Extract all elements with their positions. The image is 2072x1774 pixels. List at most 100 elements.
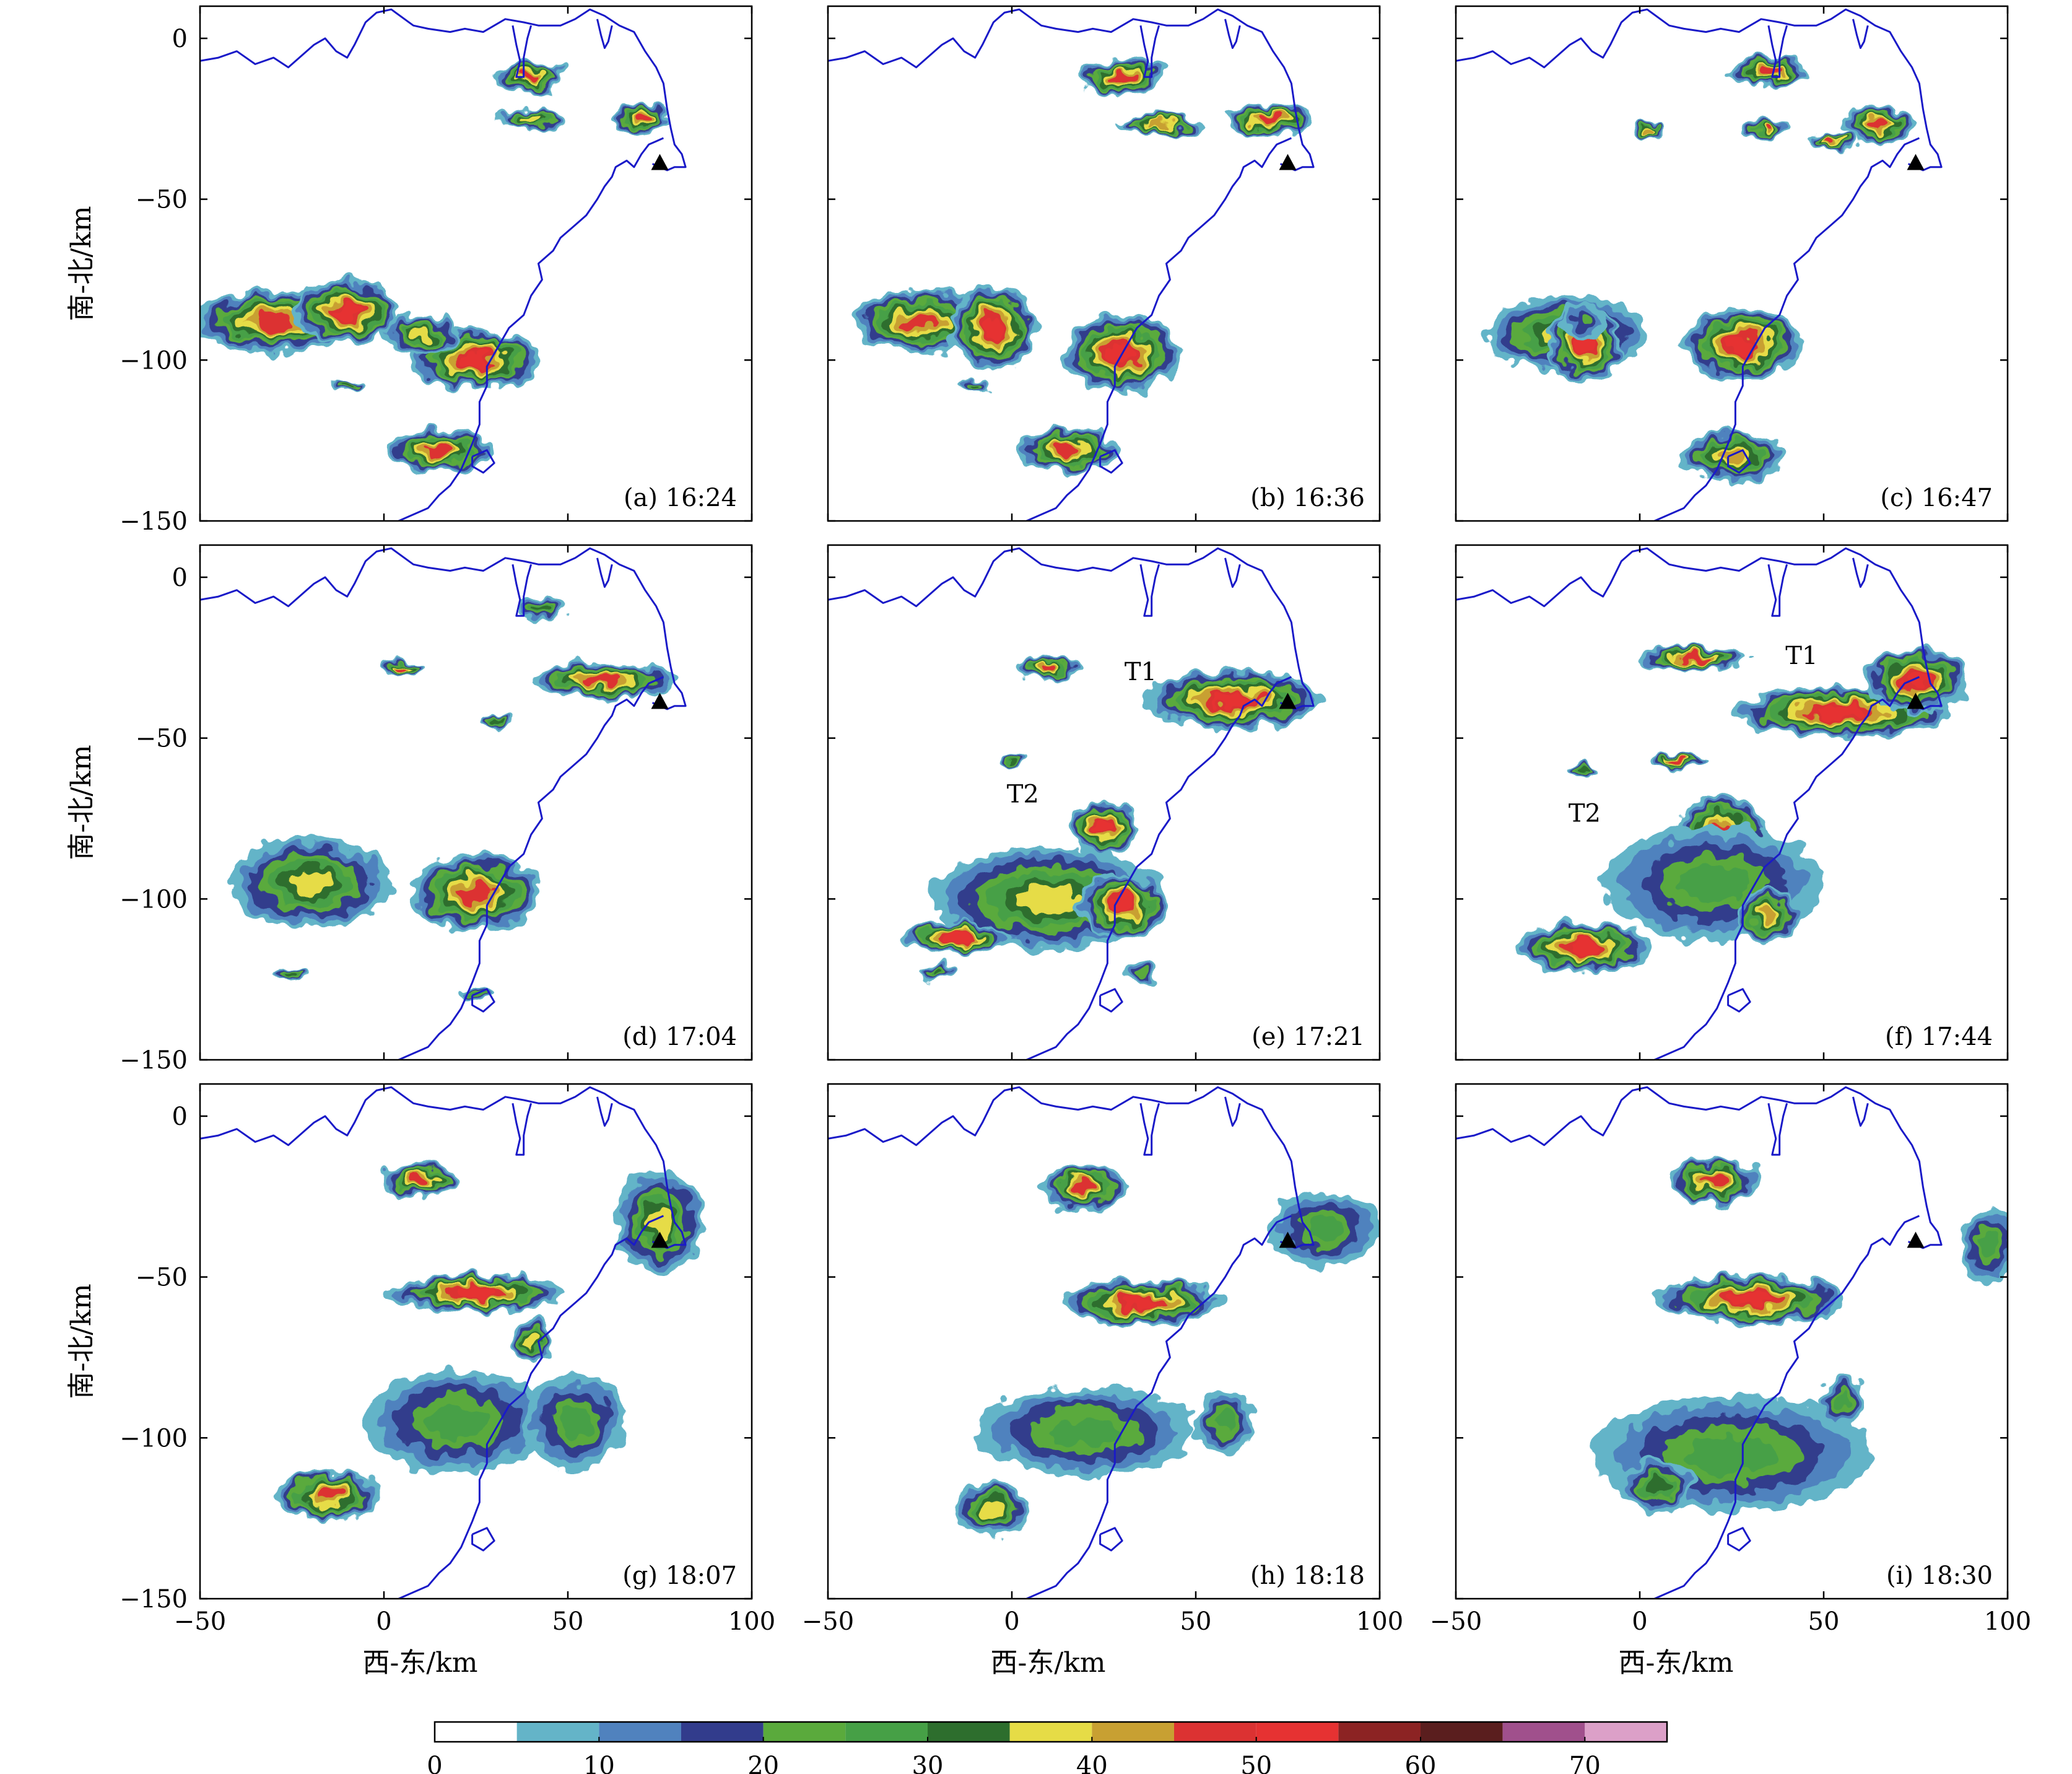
echo-cell <box>534 605 550 613</box>
coastline <box>511 564 533 617</box>
coastline <box>1456 1086 1943 1249</box>
echo-cell <box>521 116 541 122</box>
coastline <box>1026 137 1292 521</box>
echo-cell <box>634 115 649 123</box>
echo-cell <box>1718 450 1745 463</box>
coastline <box>200 547 687 710</box>
echo-cell <box>1647 126 1655 131</box>
colorbar-frame <box>433 1721 1668 1743</box>
echo-cell <box>1041 664 1056 671</box>
echo-cell <box>1569 941 1601 953</box>
echo-cell <box>1016 885 1081 913</box>
coastline <box>1852 19 1869 49</box>
coastline <box>828 1086 1315 1249</box>
echo-cell <box>342 383 352 388</box>
echo-cell <box>1763 125 1774 132</box>
echo-cell <box>1135 968 1146 978</box>
echo-cell <box>286 971 298 975</box>
y-tick-label: −50 <box>136 186 188 214</box>
y-tick-label: 0 <box>172 1103 188 1131</box>
coastline <box>471 988 495 1013</box>
echo-cell <box>648 1208 672 1236</box>
echo-cell <box>316 1489 342 1502</box>
reflectivity-field <box>1485 54 1916 483</box>
reflectivity-field <box>277 1161 704 1522</box>
colorbar-tick-label: 60 <box>1405 1752 1437 1774</box>
echo-cell <box>1258 115 1281 123</box>
panel-label: (i) 18:30 <box>1886 1562 1993 1590</box>
coastline <box>1654 676 1920 1060</box>
plot-frame <box>827 1083 1381 1600</box>
radar-panel: (f) 17:44 T1 T2 <box>1455 544 2009 1061</box>
echo-cell <box>903 313 936 330</box>
coastline <box>200 8 687 172</box>
x-tick-label: 0 <box>376 1607 391 1636</box>
colorbar-segment <box>763 1722 846 1742</box>
reflectivity-field <box>200 61 671 473</box>
coastline <box>1099 988 1123 1013</box>
radar-panel: (b) 16:36 <box>827 5 1381 522</box>
colorbar-segment <box>1338 1722 1421 1742</box>
echo-cell <box>1816 706 1868 719</box>
echo-cell <box>411 329 431 340</box>
colorbar-segment <box>599 1722 681 1742</box>
echo-cell <box>1211 693 1253 707</box>
radar-station-marker <box>651 693 669 709</box>
coastline <box>1099 1527 1123 1552</box>
plot-frame <box>199 544 753 1061</box>
reflectivity-field <box>1518 645 1967 973</box>
echo-cell <box>427 1405 489 1438</box>
echo-cell <box>1702 1174 1725 1186</box>
storm-annotation: T2 <box>1007 780 1039 809</box>
echo-cell <box>1008 758 1016 763</box>
echo-cell <box>1074 1181 1097 1193</box>
plot-frame <box>1455 544 2009 1061</box>
x-tick-label: 50 <box>1180 1607 1212 1636</box>
echo-cell <box>411 1176 430 1186</box>
coastline <box>1224 1096 1241 1127</box>
colorbar: 0 10 20 30 40 50 60 70 <box>427 1721 1668 1774</box>
coastline <box>1224 557 1241 588</box>
echo-cell <box>1121 1297 1160 1308</box>
echo-cell <box>586 675 623 685</box>
y-tick-label: −100 <box>120 1424 188 1453</box>
radar-station-marker <box>651 1231 669 1248</box>
radar-panel: −50 0 50 100 西-东/km (h) 18:18 <box>802 1083 1403 1679</box>
echo-cell <box>1826 139 1837 144</box>
coastline <box>1767 1103 1788 1156</box>
echo-cell <box>1647 1479 1669 1494</box>
panel-label: (g) 18:07 <box>622 1562 737 1590</box>
echo-cell <box>1727 1293 1773 1306</box>
coastline <box>1767 564 1788 617</box>
x-tick-label: 50 <box>552 1607 584 1636</box>
radar-station-marker <box>651 154 669 170</box>
coastline <box>1026 1215 1292 1599</box>
colorbar-segment <box>435 1722 517 1742</box>
reflectivity-field <box>956 1164 1380 1538</box>
y-axis-label: 南-北/km <box>66 1283 97 1399</box>
echo-cell <box>1095 822 1113 834</box>
echo-cell <box>288 870 333 896</box>
coastline <box>511 25 533 78</box>
x-tick-label: −50 <box>1430 1607 1482 1636</box>
reflectivity-field <box>901 654 1321 986</box>
radar-station-marker <box>1279 693 1297 709</box>
colorbar-tick-label: 70 <box>1569 1752 1601 1774</box>
colorbar-segment <box>681 1722 764 1742</box>
plot-frame <box>827 5 1381 522</box>
plot-background <box>828 545 1380 1060</box>
radar-panel: (e) 17:21 T1 T2 <box>827 544 1381 1061</box>
radar-panel: 0 −50 −100 −150 南-北/km (a) 16:24 <box>66 5 753 536</box>
coastline <box>1456 8 1943 172</box>
coastline <box>1767 25 1788 78</box>
echo-cell <box>1307 1216 1343 1241</box>
panel-label: (e) 17:21 <box>1251 1023 1365 1051</box>
colorbar-segment <box>516 1722 599 1742</box>
reflectivity-field <box>1591 1158 2008 1512</box>
echo-cell <box>525 1336 538 1347</box>
coastline <box>398 1215 664 1599</box>
panel-label: (a) 16:24 <box>624 484 737 512</box>
storm-annotation: T1 <box>1125 658 1157 686</box>
x-tick-label: 0 <box>1632 1607 1647 1636</box>
colorbar-segment <box>1502 1722 1585 1742</box>
